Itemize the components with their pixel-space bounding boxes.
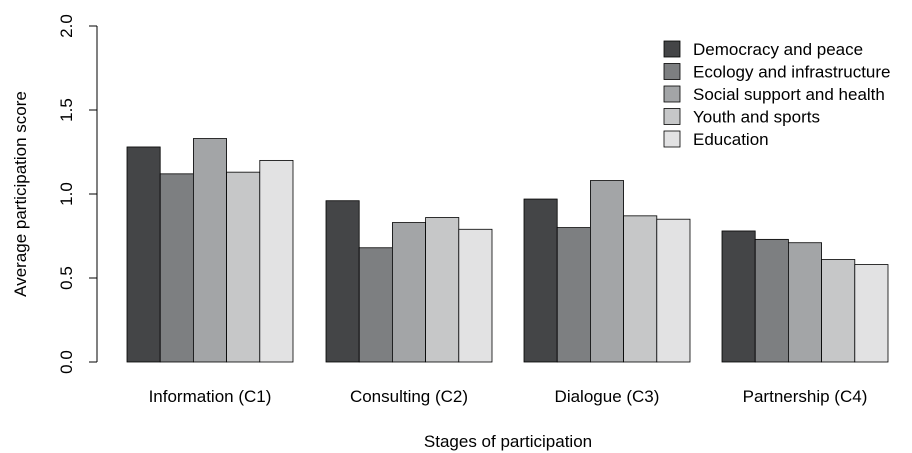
bar bbox=[126, 146, 161, 363]
bar bbox=[821, 259, 856, 363]
x-category-label: Dialogue (C3) bbox=[555, 387, 660, 406]
bar bbox=[788, 242, 823, 363]
x-axis-title: Stages of participation bbox=[424, 432, 592, 451]
bar bbox=[159, 173, 194, 363]
legend-label: Ecology and infrastructure bbox=[693, 63, 891, 82]
y-axis: 0.0 0.5 1.0 1.5 2.0 bbox=[57, 14, 98, 374]
legend-label: Democracy and peace bbox=[693, 40, 863, 59]
legend-label: Social support and health bbox=[693, 85, 885, 104]
bar bbox=[358, 247, 393, 363]
bar bbox=[854, 264, 889, 363]
legend-swatch bbox=[663, 85, 681, 103]
bar bbox=[391, 222, 426, 363]
bar bbox=[623, 215, 658, 363]
y-axis-title: Average participation score bbox=[11, 91, 30, 297]
legend-swatch bbox=[663, 108, 681, 125]
y-tick-label: 0.5 bbox=[57, 266, 76, 290]
legend-swatch bbox=[663, 130, 681, 148]
legend-label: Education bbox=[693, 130, 769, 149]
bar bbox=[656, 218, 691, 363]
legend-label: Youth and sports bbox=[693, 108, 820, 127]
bar bbox=[425, 217, 460, 363]
bar bbox=[523, 198, 558, 363]
bar bbox=[259, 159, 294, 363]
legend-swatch bbox=[663, 63, 681, 80]
y-tick-label: 1.0 bbox=[57, 182, 76, 206]
y-tick-label: 1.5 bbox=[57, 98, 76, 122]
bar bbox=[721, 230, 756, 363]
bar bbox=[226, 171, 261, 363]
x-category-label: Consulting (C2) bbox=[350, 387, 468, 406]
x-axis-category-labels: Information (C1) Consulting (C2) Dialogue … bbox=[149, 387, 868, 406]
bar bbox=[590, 180, 625, 363]
y-tick-label: 0.0 bbox=[57, 350, 76, 374]
x-category-label: Partnership (C4) bbox=[743, 387, 868, 406]
bars bbox=[126, 138, 889, 363]
legend: Democracy and peace Ecology and infrastru… bbox=[663, 40, 891, 149]
x-category-label: Information (C1) bbox=[149, 387, 272, 406]
legend-swatch bbox=[663, 40, 681, 58]
bar bbox=[754, 238, 789, 363]
bar bbox=[325, 200, 360, 363]
bar bbox=[556, 227, 591, 363]
y-tick-label: 2.0 bbox=[57, 14, 76, 38]
bar bbox=[192, 138, 227, 363]
bar bbox=[458, 228, 493, 363]
